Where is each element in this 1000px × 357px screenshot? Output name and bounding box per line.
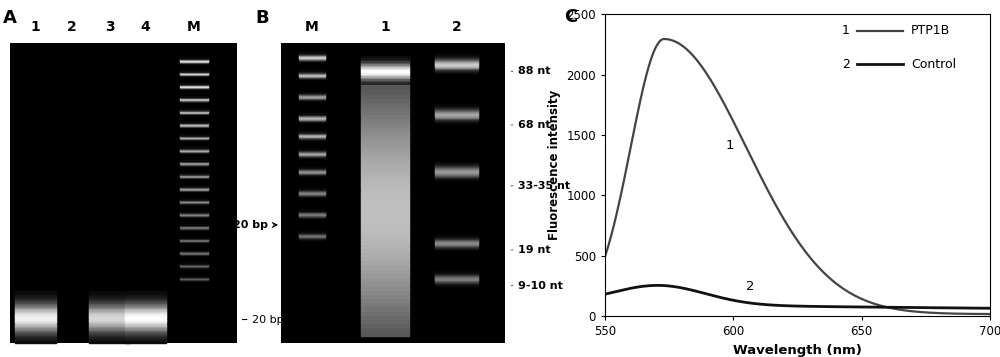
Y-axis label: Fluorescence intensity: Fluorescence intensity [548, 90, 561, 240]
Text: 4: 4 [140, 20, 150, 34]
Text: A: A [3, 9, 16, 27]
Text: 20 bp: 20 bp [233, 220, 277, 230]
Text: 68 nt: 68 nt [511, 120, 551, 130]
Text: M: M [187, 20, 201, 34]
Text: 1: 1 [842, 24, 850, 37]
Text: C: C [565, 8, 578, 26]
Text: 33-35 nt: 33-35 nt [511, 181, 570, 191]
Text: B: B [255, 9, 269, 27]
Text: 2: 2 [746, 280, 755, 293]
Text: 3: 3 [105, 20, 114, 34]
Bar [10, 43, 237, 343]
Text: 19 nt: 19 nt [511, 245, 551, 255]
Text: 2: 2 [67, 20, 76, 34]
Text: M: M [305, 20, 319, 34]
Text: 1: 1 [31, 20, 41, 34]
Text: Control: Control [911, 57, 956, 71]
Text: 1: 1 [726, 140, 734, 152]
Text: PTP1B: PTP1B [911, 24, 950, 37]
Bar [281, 43, 505, 343]
Text: 1: 1 [380, 20, 390, 34]
X-axis label: Wavelength (nm): Wavelength (nm) [733, 343, 862, 357]
Text: 88 nt: 88 nt [511, 66, 551, 76]
Text: 2: 2 [842, 57, 850, 71]
Text: 9-10 nt: 9-10 nt [511, 281, 563, 291]
Text: 2: 2 [452, 20, 461, 34]
Text: 20 bp: 20 bp [242, 315, 284, 325]
